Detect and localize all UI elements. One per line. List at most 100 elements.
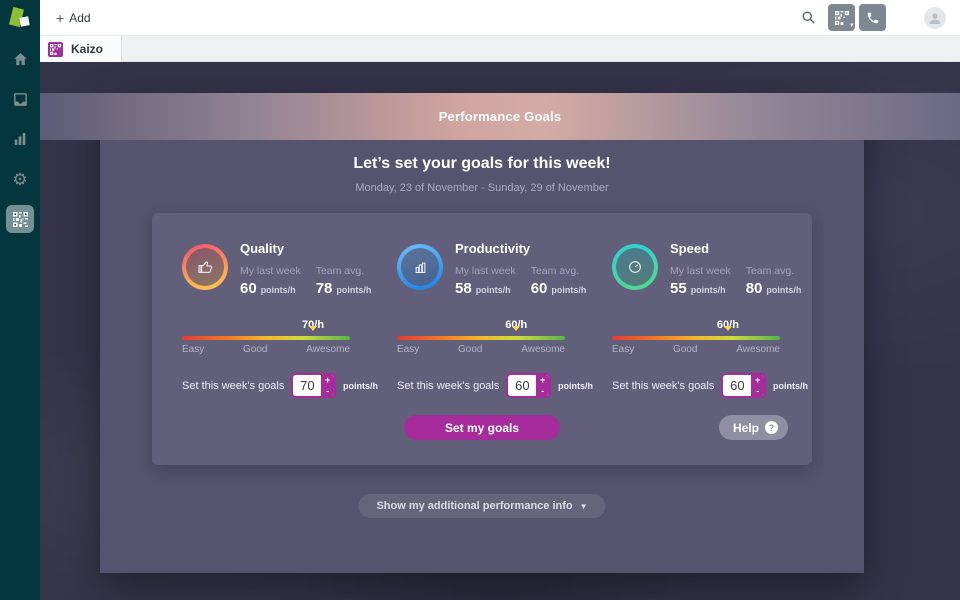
set-goal-label: Set this week's goals	[182, 379, 285, 392]
goal-value-box: + -	[291, 373, 336, 398]
plus-icon: +	[56, 9, 65, 26]
goal-slider: 60/h Easy Good Awesome	[612, 319, 780, 355]
scale-label-awesome: Awesome	[306, 344, 350, 355]
scale-label-easy: Easy	[182, 344, 205, 355]
stat-last-week: My last week 55 points/h	[670, 265, 731, 297]
slider-marker: 70/h	[302, 319, 324, 349]
question-mark-icon: ?	[765, 421, 778, 434]
slider-marker: 60/h	[505, 319, 527, 349]
scale-label-good: Good	[673, 344, 698, 355]
scale-label-awesome: Awesome	[521, 344, 565, 355]
kaizo-app-icon	[834, 10, 849, 25]
speed-goal-input[interactable]	[723, 375, 752, 396]
thumbs-up-icon	[198, 261, 213, 273]
speed-ring	[612, 244, 658, 290]
sidebar-item-kaizo-app[interactable]	[0, 202, 40, 236]
app-content: Let’s set your goals for this week! Mond…	[40, 62, 960, 600]
sidebar-item-home[interactable]	[0, 42, 40, 76]
gauge-icon	[629, 261, 641, 273]
goal-slider: 70/h Easy Good Awesome	[182, 319, 350, 355]
kaizo-toolbar-button[interactable]: ▾	[828, 4, 855, 31]
team-avg-value: 78	[315, 280, 333, 297]
kaizo-tab-icon	[48, 41, 63, 57]
logo-white-shape	[19, 16, 30, 27]
scale-label-easy: Easy	[612, 344, 635, 355]
increment-button[interactable]: +	[540, 375, 546, 385]
modal-title: Performance Goals	[438, 109, 562, 124]
bar-chart-icon	[415, 262, 425, 273]
productivity-ring	[397, 244, 443, 290]
person-icon	[929, 12, 941, 24]
user-avatar[interactable]	[924, 6, 946, 29]
goal-value-box: + -	[721, 373, 766, 398]
slider-marker: 60/h	[717, 319, 739, 349]
add-button[interactable]: + Add	[56, 11, 91, 25]
stat-last-week: My last week 58 points/h	[455, 265, 516, 297]
goal-column-quality: Quality My last week 60 points/h Team avg…	[182, 241, 378, 398]
goal-slider: 60/h Easy Good Awesome	[397, 319, 565, 355]
stat-team-avg: Team avg. 60 points/h	[530, 265, 587, 297]
kaizo-app-icon	[12, 211, 28, 227]
search-icon	[802, 11, 815, 24]
brand-logo	[0, 0, 40, 40]
scale-label-easy: Easy	[397, 344, 420, 355]
gradient-scale-bar	[397, 336, 565, 340]
search-button[interactable]	[801, 10, 816, 25]
stat-last-week: My last week 60 points/h	[240, 265, 301, 297]
sidebar-item-views[interactable]	[0, 82, 40, 116]
stat-team-avg: Team avg. 80 points/h	[745, 265, 802, 297]
set-my-goals-button[interactable]: Set my goals	[404, 415, 560, 440]
add-button-label: Add	[69, 10, 91, 25]
quality-goal-input[interactable]	[293, 375, 322, 396]
apps-grid-button[interactable]	[898, 11, 912, 25]
quality-ring	[182, 244, 228, 290]
settings-gear-icon: ⚙	[12, 169, 28, 189]
scale-label-good: Good	[458, 344, 483, 355]
goals-card: Quality My last week 60 points/h Team avg…	[152, 213, 812, 465]
views-icon	[13, 92, 27, 106]
chevron-down-icon: ▼	[579, 501, 588, 511]
tab-kaizo[interactable]: Kaizo	[40, 36, 123, 62]
goal-column-productivity: Productivity My last week 58 points/h Tea…	[397, 241, 593, 398]
gradient-scale-bar	[182, 336, 350, 340]
decrement-button[interactable]: -	[326, 385, 330, 396]
home-icon	[13, 52, 27, 65]
decrement-button[interactable]: -	[756, 385, 760, 396]
set-goal-label: Set this week's goals	[397, 379, 500, 392]
team-avg-value: 80	[745, 280, 763, 297]
tab-label: Kaizo	[71, 42, 104, 56]
goal-value-box: + -	[506, 373, 551, 398]
stat-team-avg: Team avg. 78 points/h	[315, 265, 372, 297]
date-range: Monday, 23 of November - Sunday, 29 of N…	[355, 182, 609, 194]
help-button[interactable]: Help ?	[718, 415, 788, 440]
phone-icon	[867, 12, 878, 23]
increment-button[interactable]: +	[755, 375, 761, 385]
scale-label-good: Good	[243, 344, 268, 355]
goal-name: Productivity	[455, 241, 531, 256]
last-week-value: 60	[240, 280, 257, 297]
goal-name: Speed	[670, 241, 710, 256]
performance-goals-header-band: Performance Goals	[40, 93, 960, 140]
productivity-goal-input[interactable]	[508, 375, 537, 396]
sidebar-item-settings[interactable]: ⚙	[0, 162, 40, 196]
sidebar-item-reports[interactable]	[0, 122, 40, 156]
reports-icon	[14, 133, 26, 145]
scale-label-awesome: Awesome	[736, 344, 780, 355]
active-app-highlight	[6, 205, 34, 233]
set-goal-label: Set this week's goals	[612, 379, 715, 392]
decrement-button[interactable]: -	[541, 385, 545, 396]
tab-bar: Kaizo	[40, 36, 960, 62]
show-more-performance-button[interactable]: Show my additional performance info ▼	[358, 494, 606, 518]
marker-triangle-icon	[309, 326, 318, 348]
increment-button[interactable]: +	[325, 375, 331, 385]
goal-name: Quality	[240, 241, 285, 256]
goal-column-speed: Speed My last week 55 points/h Team avg.	[612, 241, 808, 398]
talk-phone-button[interactable]	[859, 4, 886, 31]
last-week-value: 55	[670, 280, 687, 297]
gradient-scale-bar	[612, 336, 780, 340]
topbar-actions: ▾	[801, 4, 960, 31]
marker-triangle-icon	[723, 326, 732, 348]
performance-goals-panel: Let’s set your goals for this week! Mond…	[100, 93, 864, 573]
team-avg-value: 60	[530, 280, 548, 297]
